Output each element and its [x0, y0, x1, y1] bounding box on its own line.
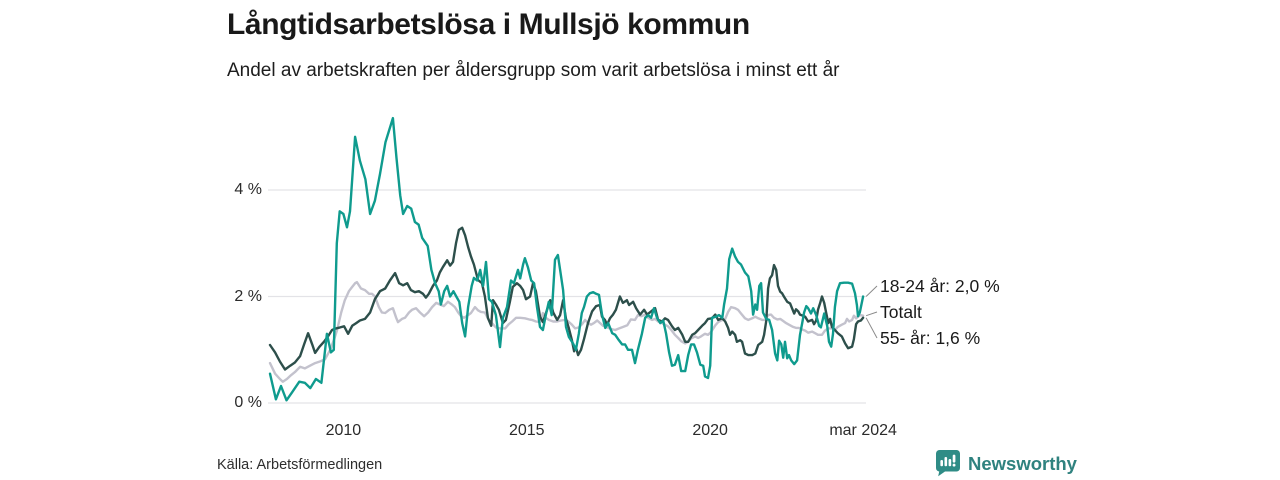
series-line-18-24-r	[268, 116, 865, 402]
series-line-55--r	[268, 226, 865, 371]
x-tick-label: 2020	[692, 422, 728, 439]
brand-lockup: Newsworthy	[935, 449, 1077, 477]
series-label-totalt: Totalt	[880, 302, 922, 322]
annotation-connector	[865, 317, 878, 339]
annotation-connector	[865, 311, 878, 317]
y-tick-label: 2 %	[234, 287, 262, 305]
series-label-18-24: 18-24 år: 2,0 %	[880, 276, 1000, 296]
annotation-connector	[865, 285, 878, 297]
x-tick-label: mar 2024	[829, 422, 897, 439]
chart-subtitle: Andel av arbetskraften per åldersgrupp s…	[227, 60, 840, 81]
series-label-55: 55- år: 1,6 %	[880, 328, 981, 348]
x-tick-label: 2010	[325, 422, 362, 439]
page-title: Långtidsarbetslösa i Mullsjö kommun	[227, 8, 750, 41]
newsworthy-logo-icon	[936, 450, 960, 477]
y-tick-label: 0 %	[234, 394, 262, 411]
brand-name: Newsworthy	[968, 452, 1077, 474]
source-note: Källa: Arbetsförmedlingen	[217, 457, 383, 473]
y-tick-label: 4 %	[234, 181, 262, 198]
x-tick-label: 2015	[508, 422, 545, 439]
